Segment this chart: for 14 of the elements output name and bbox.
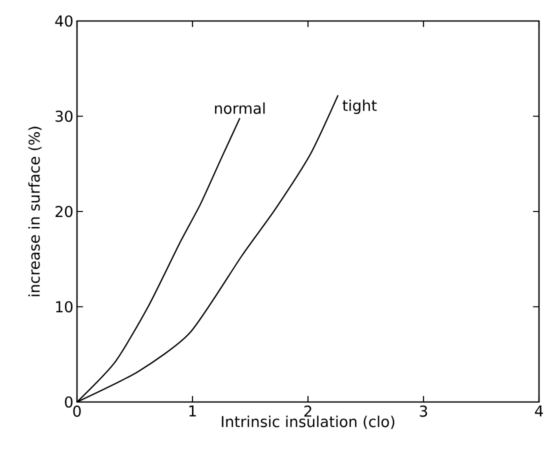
x-axis-title: Intrinsic insulation (clo) xyxy=(222,416,394,429)
x-tick-label: 1 xyxy=(189,406,196,416)
x-tick-label: 0 xyxy=(73,406,81,417)
x-tick-label: 2 xyxy=(304,406,312,417)
y-tick-label: 0 xyxy=(64,396,72,408)
series-label: tight xyxy=(342,100,377,114)
y-tick-label: 20 xyxy=(56,206,72,218)
y-tick-label: 40 xyxy=(55,15,72,27)
y-axis-title: increase in surface (%) xyxy=(28,126,42,296)
y-tick-label: 30 xyxy=(56,110,72,122)
y-tick-label: 10 xyxy=(56,301,72,312)
x-tick-label: 3 xyxy=(420,406,428,417)
series-label: normal xyxy=(215,102,265,114)
x-tick-label: 4 xyxy=(534,406,543,416)
